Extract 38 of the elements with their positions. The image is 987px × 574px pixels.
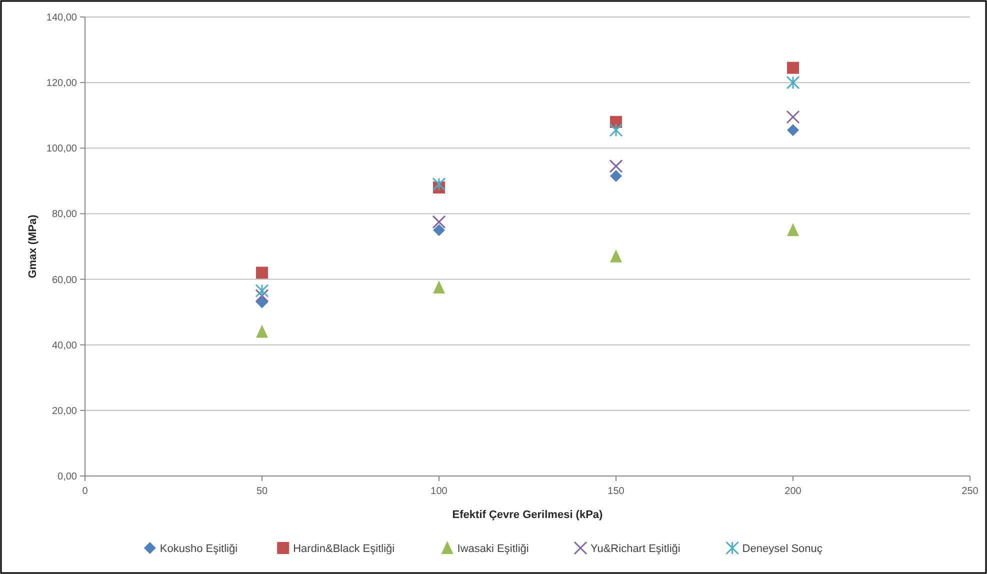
legend-label: Iwasaki Eşitliği — [457, 543, 529, 555]
point — [256, 324, 268, 338]
point — [787, 223, 799, 236]
point — [786, 76, 800, 90]
y-axis-title: Gmax (MPa) — [27, 214, 39, 278]
legend-label: Yu&Richart Eşitliği — [590, 543, 680, 555]
y-tick-label: 20,00 — [52, 406, 78, 417]
x-tick-label: 250 — [962, 486, 979, 497]
x-axis-title: Efektif Çevre Gerilmesi (kPa) — [452, 509, 604, 521]
x-tick-label: 100 — [430, 486, 448, 497]
legend-label: Hardin&Black Eşitliği — [293, 543, 395, 555]
point — [786, 110, 800, 124]
x-tick-label: 200 — [784, 486, 802, 497]
point — [787, 124, 799, 136]
point — [433, 280, 445, 294]
y-tick-label: 40,00 — [52, 340, 78, 352]
point — [432, 215, 446, 229]
y-tick-label: 60,00 — [52, 274, 78, 286]
legend-label: Kokusho Eşitliği — [160, 543, 238, 555]
y-tick-label: 80,00 — [52, 209, 78, 220]
y-tick-label: 140,00 — [46, 12, 78, 24]
point — [787, 62, 799, 74]
point — [610, 249, 622, 262]
point — [609, 159, 623, 173]
point — [255, 284, 269, 298]
y-tick-label: 0,00 — [58, 472, 78, 482]
y-tick-label: 120,00 — [46, 78, 78, 90]
point — [433, 224, 445, 236]
x-tick-label: 150 — [608, 486, 625, 497]
point — [256, 266, 268, 279]
point — [609, 123, 623, 137]
point — [255, 288, 269, 302]
legend-label: Deneysel Sonuç — [742, 543, 823, 555]
x-tick-label: 50 — [256, 486, 268, 497]
point — [610, 170, 622, 182]
x-tick-label: 0 — [82, 486, 88, 497]
point — [432, 177, 446, 191]
y-tick-label: 100,00 — [46, 144, 78, 155]
